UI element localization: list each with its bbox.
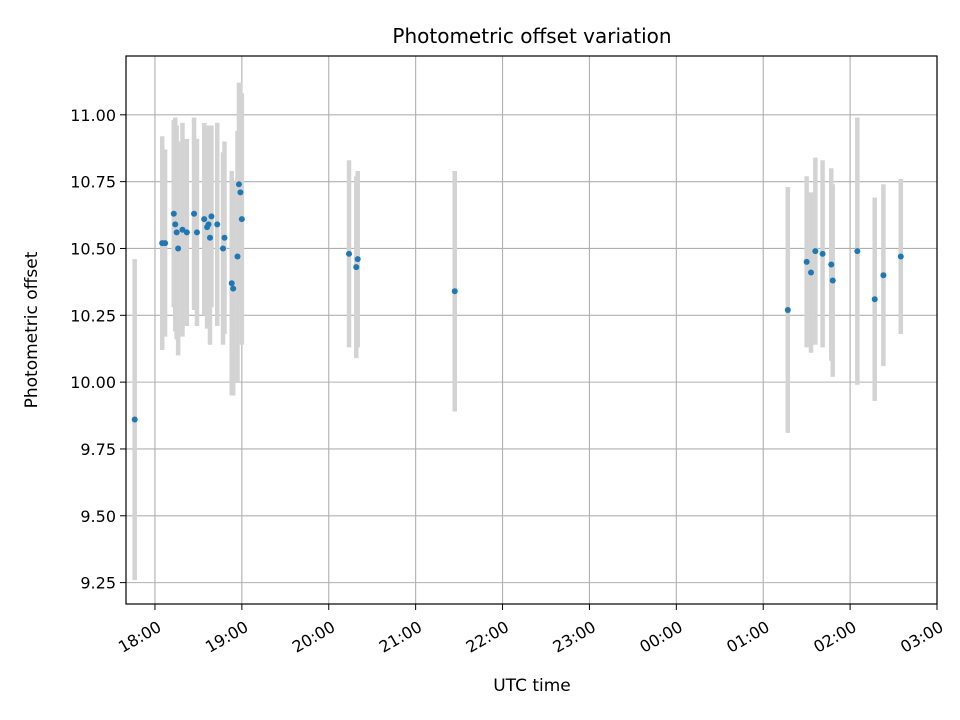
data-point: [191, 210, 198, 217]
data-point: [170, 210, 177, 217]
data-point: [238, 216, 245, 223]
data-point: [828, 261, 835, 268]
y-tick-label: 9.50: [80, 507, 116, 526]
data-point: [346, 250, 353, 257]
data-point: [208, 213, 215, 220]
data-point: [221, 234, 228, 241]
data-points: [131, 181, 904, 423]
data-point: [235, 181, 242, 188]
data-point: [131, 416, 138, 423]
data-point: [206, 234, 213, 241]
y-tick-label: 9.25: [80, 574, 116, 593]
y-tick-label: 10.50: [70, 239, 116, 258]
y-tick-label: 9.75: [80, 440, 116, 459]
data-point: [228, 280, 235, 287]
data-point: [220, 245, 227, 252]
data-point: [205, 221, 212, 228]
data-point: [193, 229, 200, 236]
data-point: [353, 264, 360, 271]
data-point: [871, 296, 878, 303]
data-point: [183, 229, 190, 236]
data-point: [237, 189, 244, 196]
data-point: [162, 240, 169, 247]
data-point: [784, 306, 791, 313]
data-point: [179, 226, 186, 233]
data-point: [880, 272, 887, 279]
plot-frame: [125, 55, 938, 605]
data-point: [819, 250, 826, 257]
data-point: [201, 216, 208, 223]
grid: [126, 56, 938, 604]
y-tick-label: 10.25: [70, 306, 116, 325]
data-point: [451, 288, 458, 295]
data-point: [812, 248, 819, 255]
data-point: [829, 277, 836, 284]
data-point: [354, 256, 361, 263]
x-axis-label: UTC time: [493, 676, 571, 696]
data-point: [803, 258, 810, 265]
data-point: [173, 229, 180, 236]
chart-title: Photometric offset variation: [392, 24, 671, 48]
data-point: [808, 269, 815, 276]
data-point: [230, 285, 237, 292]
y-axis-label: Photometric offset: [22, 251, 42, 408]
data-point: [172, 221, 179, 228]
y-tick-label: 10.75: [70, 173, 116, 192]
y-tick-label: 10.00: [70, 373, 116, 392]
data-point: [214, 221, 221, 228]
y-tick-label: 11.00: [70, 106, 116, 125]
data-point: [234, 253, 241, 260]
data-point: [897, 253, 904, 260]
data-point: [175, 245, 182, 252]
data-point: [854, 248, 861, 255]
